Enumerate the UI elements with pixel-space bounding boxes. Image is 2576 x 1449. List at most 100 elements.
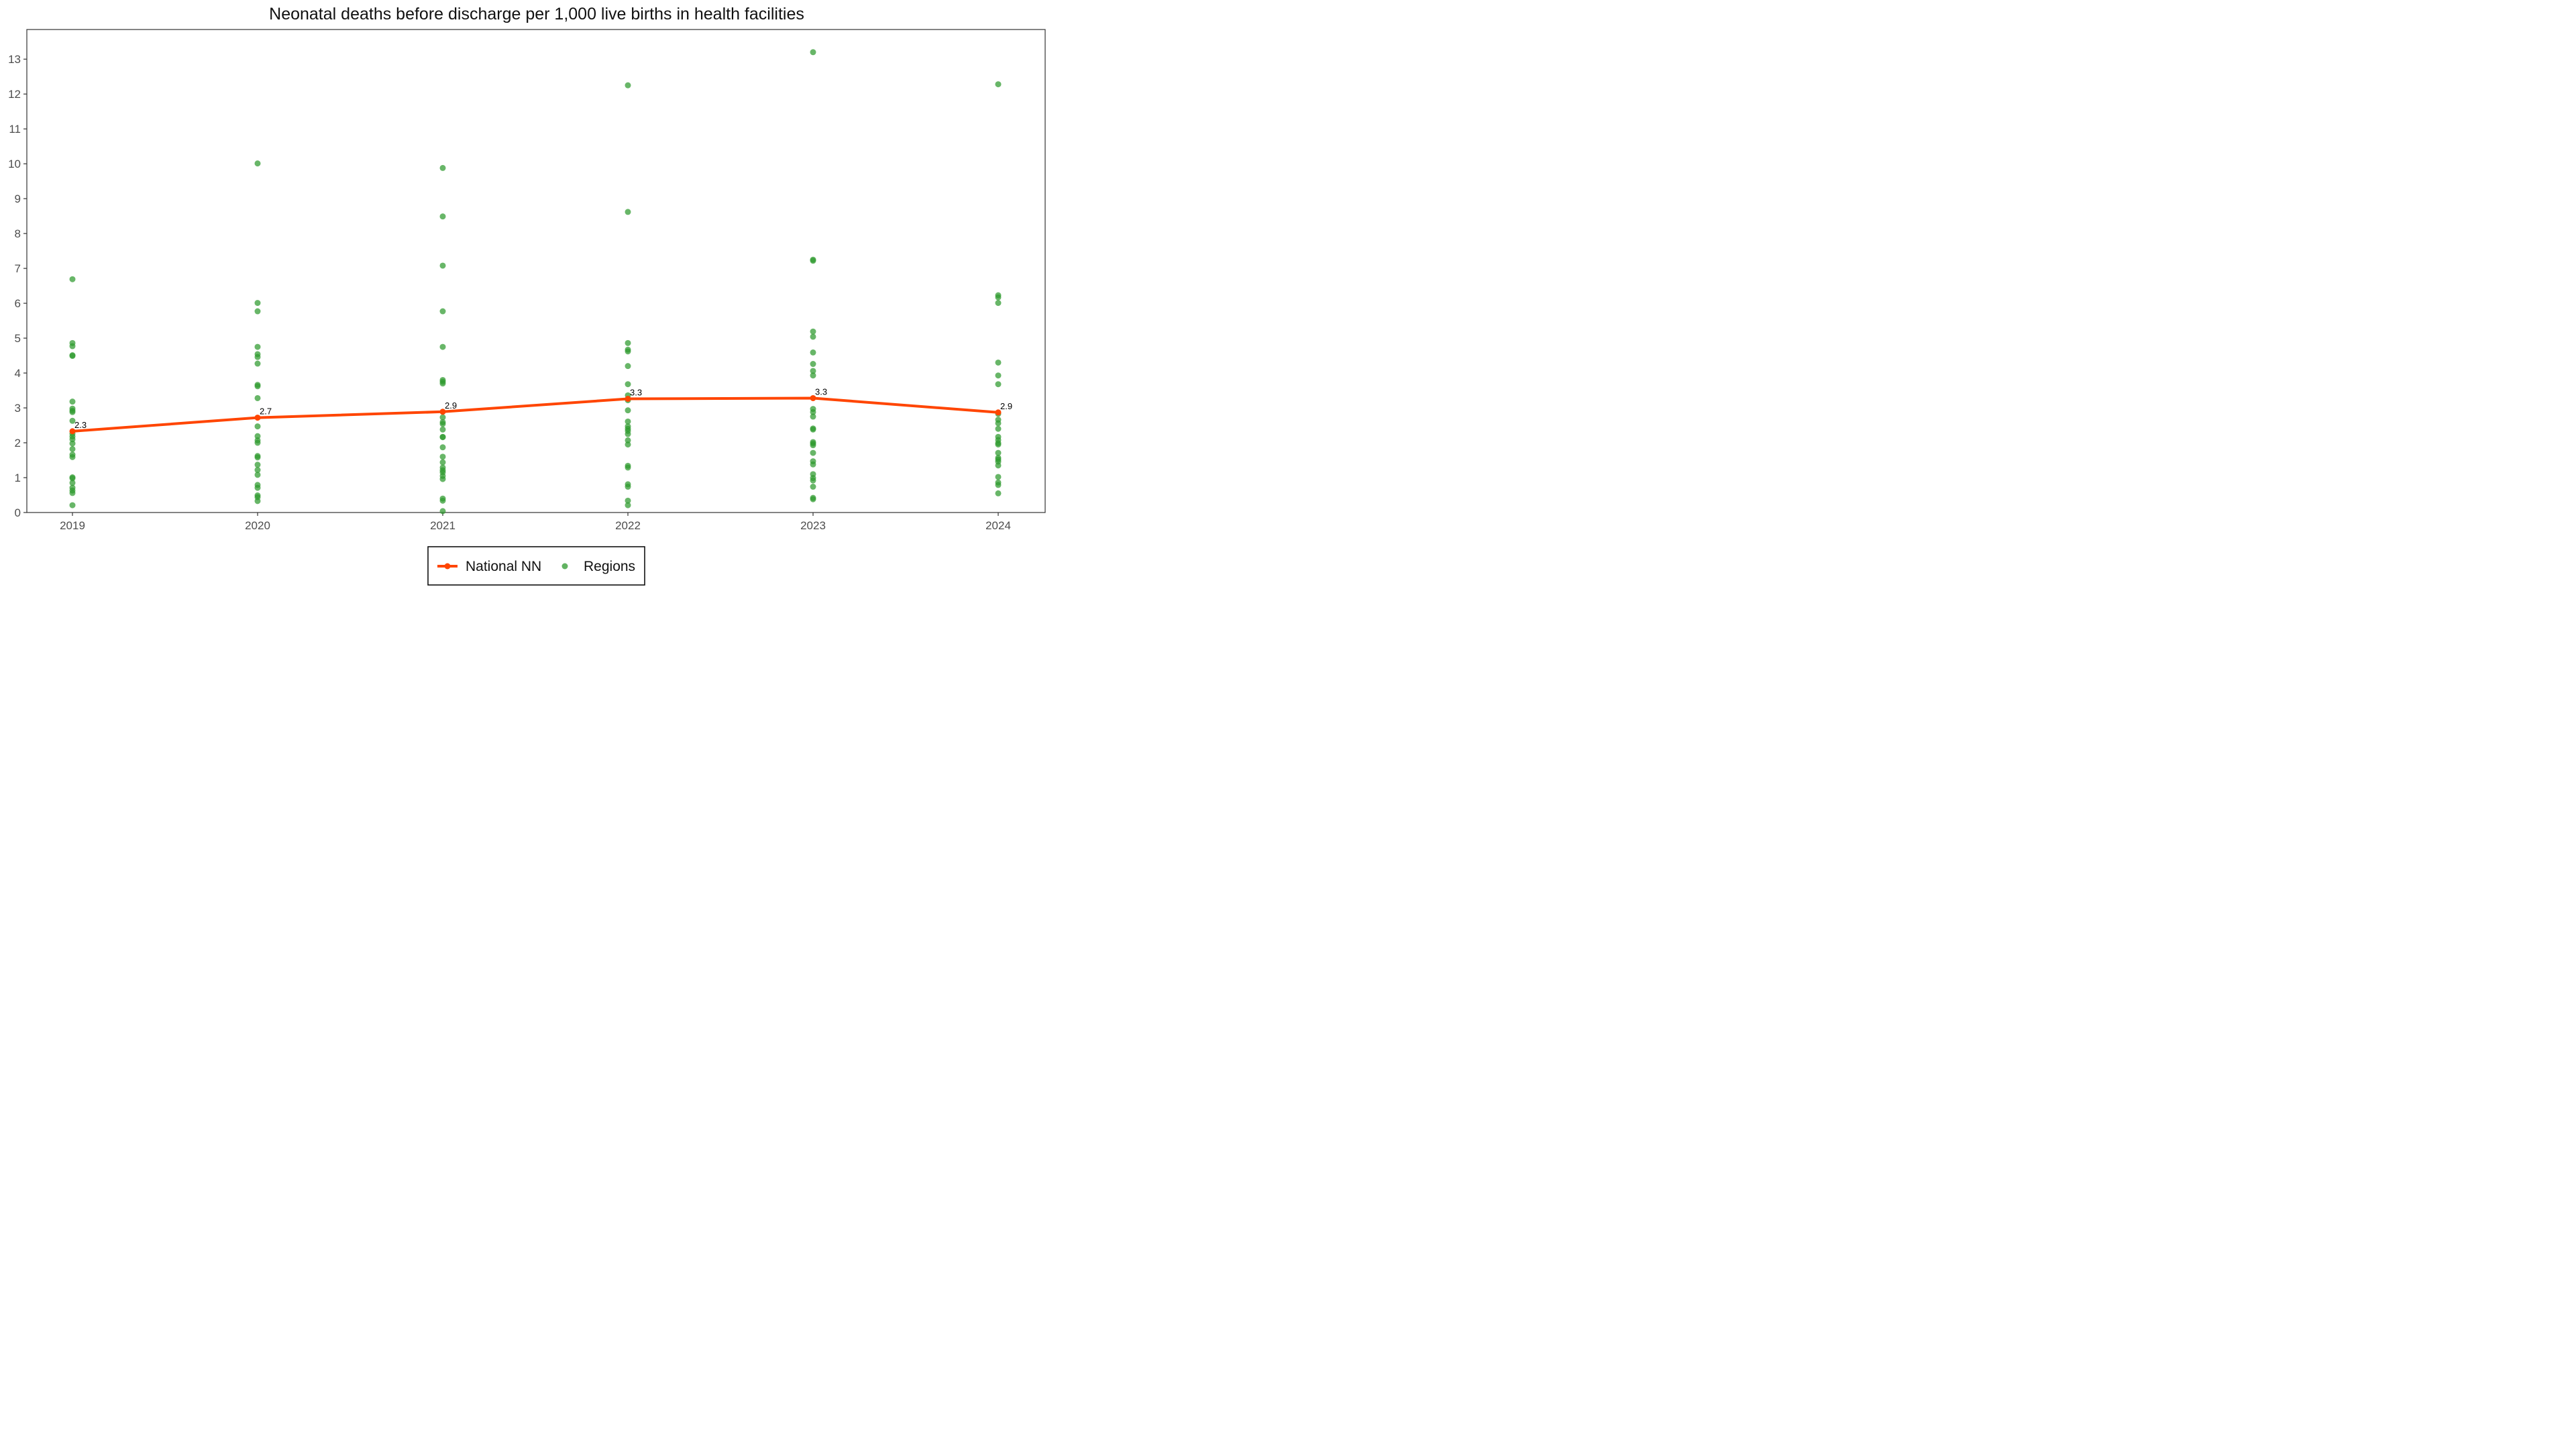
region-point — [69, 502, 76, 508]
region-point — [69, 475, 76, 482]
region-point — [995, 300, 1002, 307]
region-point — [439, 164, 446, 171]
region-point — [810, 361, 816, 368]
region-point — [254, 383, 261, 390]
region-point — [625, 339, 631, 346]
region-point — [810, 328, 816, 335]
region-point — [439, 476, 446, 482]
region-point — [69, 398, 76, 405]
region-point — [254, 308, 261, 315]
region-point — [439, 421, 446, 427]
x-tick-label: 2024 — [985, 519, 1011, 532]
region-point — [69, 276, 76, 282]
y-tick-label: 0 — [15, 506, 21, 519]
y-tick-label: 3 — [15, 402, 21, 415]
region-point — [810, 461, 816, 468]
regions-points — [69, 49, 1002, 515]
region-point — [810, 477, 816, 484]
y-tick-label: 7 — [15, 262, 21, 275]
region-point — [995, 425, 1002, 432]
region-point — [995, 482, 1002, 488]
region-point — [439, 343, 446, 350]
region-point — [625, 407, 631, 414]
x-tick-label: 2022 — [615, 519, 641, 532]
region-point — [810, 426, 816, 433]
y-tick-label: 1 — [15, 472, 21, 484]
x-tick-label: 2020 — [245, 519, 270, 532]
region-point — [995, 449, 1002, 456]
region-point — [439, 414, 446, 421]
region-point — [810, 449, 816, 456]
y-tick-label: 8 — [15, 227, 21, 240]
region-point — [625, 437, 631, 443]
region-point — [625, 441, 631, 448]
region-point — [625, 497, 631, 504]
region-point — [254, 423, 261, 430]
region-point — [254, 467, 261, 474]
region-point — [69, 453, 76, 460]
region-point — [439, 459, 446, 466]
region-point — [810, 413, 816, 420]
x-tick-label: 2019 — [60, 519, 85, 532]
region-point — [439, 444, 446, 451]
region-point — [995, 441, 1002, 448]
region-point — [625, 502, 631, 508]
region-point — [810, 349, 816, 356]
region-point — [254, 498, 261, 504]
region-point — [439, 434, 446, 441]
y-tick-label: 6 — [15, 297, 21, 310]
region-point — [995, 294, 1002, 301]
region-point — [254, 439, 261, 446]
region-point — [254, 462, 261, 468]
region-point — [254, 300, 261, 307]
legend-box — [427, 546, 645, 586]
region-point — [625, 464, 631, 471]
national-nn-data-label: 2.7 — [260, 407, 272, 417]
region-point — [439, 508, 446, 515]
region-point — [995, 81, 1002, 88]
region-point — [810, 442, 816, 449]
region-point — [810, 258, 816, 264]
region-point — [254, 160, 261, 167]
region-point — [995, 359, 1002, 366]
region-point — [254, 433, 261, 439]
region-point — [69, 480, 76, 486]
national-nn-point — [254, 415, 261, 421]
region-point — [625, 381, 631, 388]
region-point — [439, 453, 446, 460]
national-nn-data-label: 2.9 — [445, 400, 457, 411]
region-point — [625, 418, 631, 425]
national-nn-line — [71, 396, 1000, 433]
national-nn-point — [69, 428, 76, 435]
region-point — [254, 484, 261, 491]
national-nn-series: 2.3 2.7 2.9 3.3 3.3 2.9 — [69, 386, 1012, 435]
region-point — [254, 394, 261, 401]
national-nn-data-label: 2.3 — [74, 420, 87, 430]
y-tick-label: 12 — [8, 88, 21, 101]
region-point — [810, 496, 816, 502]
region-point — [69, 353, 76, 360]
region-point — [995, 372, 1002, 379]
region-point — [810, 333, 816, 340]
y-tick-label: 13 — [8, 53, 21, 66]
region-point — [439, 262, 446, 269]
national-nn-point — [995, 409, 1002, 416]
region-point — [254, 472, 261, 478]
x-axis: 2019 2020 2021 2022 2023 2024 — [60, 513, 1011, 532]
region-point — [625, 348, 631, 355]
y-tick-label: 10 — [8, 158, 21, 170]
legend: National NN Regions — [427, 546, 645, 586]
region-point — [254, 343, 261, 350]
region-point — [625, 484, 631, 490]
region-point — [439, 426, 446, 433]
y-tick-label: 4 — [15, 367, 21, 380]
x-tick-label: 2023 — [800, 519, 826, 532]
region-point — [625, 363, 631, 370]
y-tick-label: 2 — [15, 437, 21, 449]
legend-label-regions: Regions — [584, 559, 635, 574]
region-point — [995, 490, 1002, 496]
region-point — [439, 380, 446, 387]
y-tick-label: 9 — [15, 193, 21, 205]
region-point — [69, 417, 76, 424]
